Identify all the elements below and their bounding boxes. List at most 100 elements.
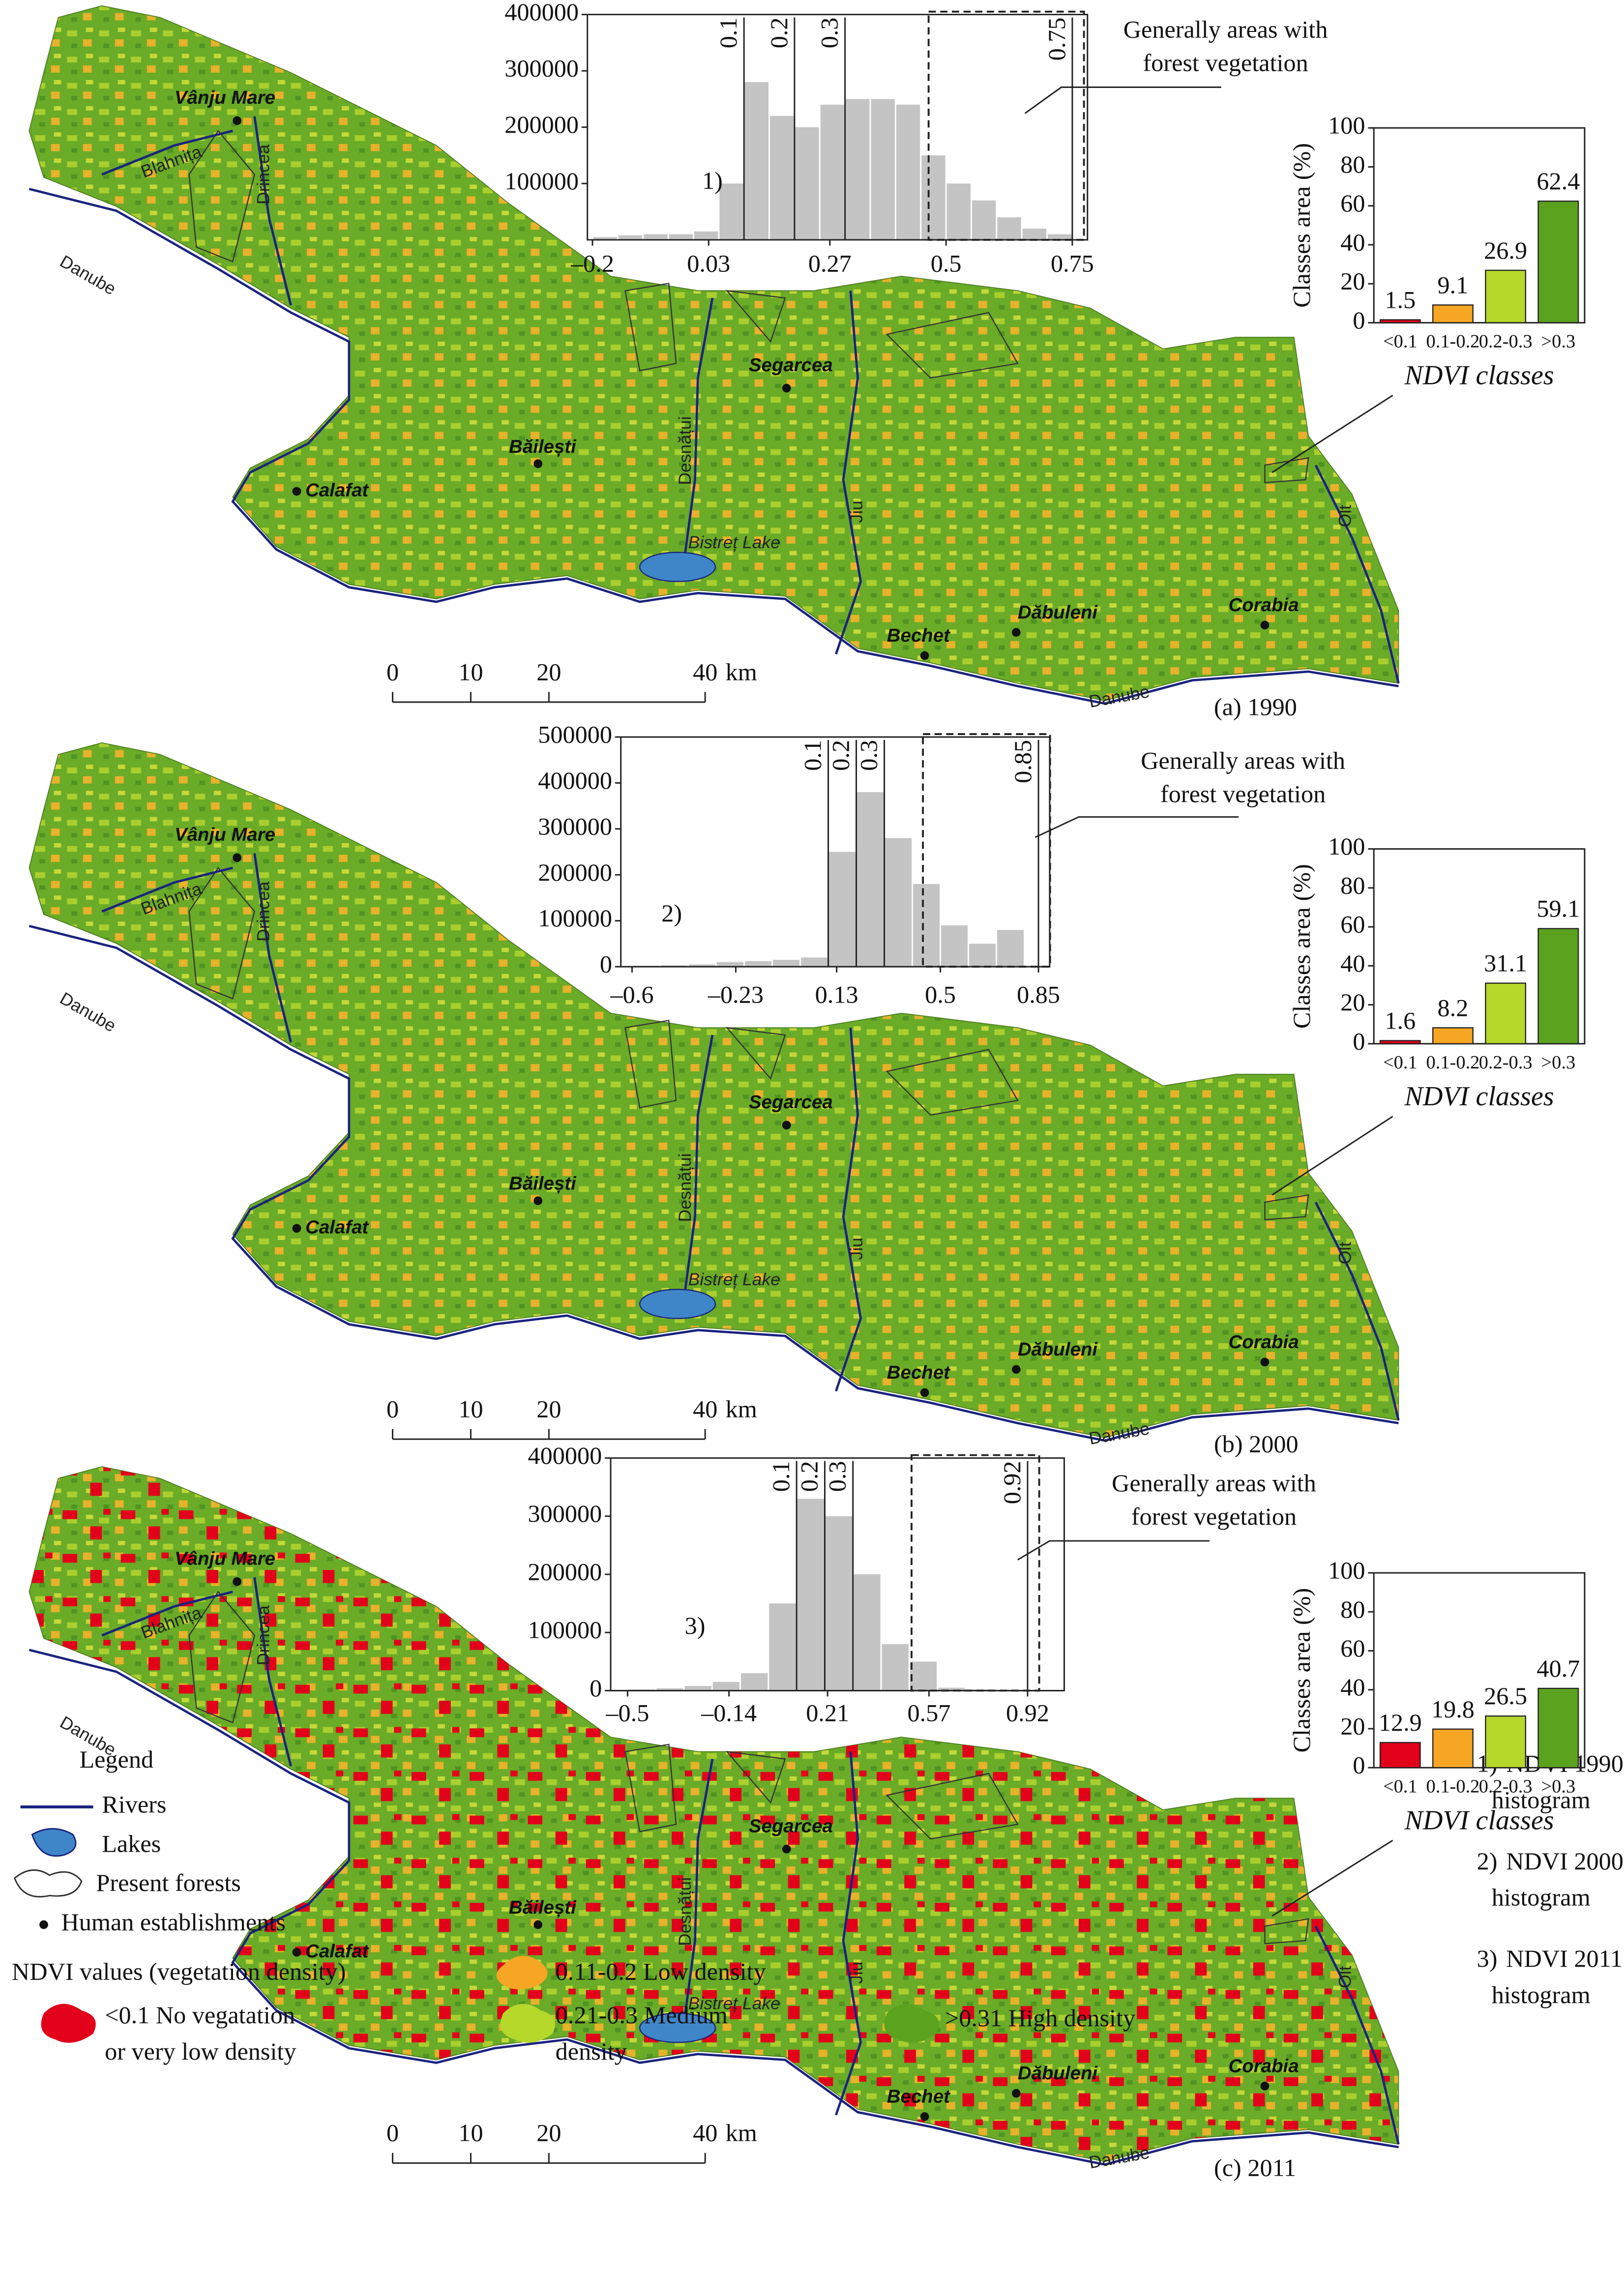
value-label: 1.6 — [1385, 1007, 1416, 1034]
place-label: Segarcea — [749, 355, 833, 376]
x-tick-label: >0.3 — [1541, 331, 1575, 352]
place-label: Bechet — [887, 2086, 951, 2107]
note: histogram — [1492, 1884, 1591, 1911]
settlement — [233, 116, 242, 125]
river-label: Jiu — [847, 1238, 866, 1260]
bar — [1379, 319, 1421, 324]
scale-label: 40 — [693, 1395, 717, 1422]
scale-unit: km — [726, 1395, 757, 1422]
lake — [639, 1289, 716, 1319]
hist-bar — [825, 1516, 853, 1691]
settlement — [533, 459, 543, 469]
bar-frame — [1373, 1572, 1586, 1769]
place-label: Calafat — [305, 1941, 369, 1962]
y-tick-label: 0 — [1353, 1027, 1365, 1055]
scale-label: 20 — [536, 658, 561, 685]
river-label: Danube — [57, 251, 119, 299]
x-tick-label: –0.2 — [570, 250, 614, 277]
y-tick-label: 300000 — [504, 55, 579, 82]
note: NDVI 2011 — [1506, 1945, 1623, 1972]
river-label: Jiu — [847, 1961, 866, 1983]
settlement — [1012, 2089, 1021, 2098]
lake — [639, 552, 716, 582]
hist-bar — [744, 82, 769, 240]
settlement — [920, 1388, 929, 1397]
axes — [587, 14, 1089, 241]
map-panel: Vânju Mare Calafat Băilești Segarcea Bechet D… — [29, 5, 1398, 720]
hist-bar — [801, 957, 828, 967]
hist-bar — [644, 234, 668, 240]
hist-bar — [820, 104, 845, 240]
place-label: Dăbuleni — [1018, 1339, 1098, 1360]
value-label: 40.7 — [1536, 1655, 1580, 1682]
legend-ndvi-item: or very low density — [105, 2038, 296, 2065]
place-label: Dăbuleni — [1018, 2063, 1098, 2084]
x-tick-label: <0.1 — [1383, 331, 1417, 352]
x-tick-label: 0.1-0.2 — [1426, 1052, 1480, 1073]
legend-ndvi-item: <0.1 No vegatation — [105, 2001, 295, 2029]
river-label: Olt — [1335, 1242, 1355, 1264]
hist-bar — [829, 852, 856, 967]
settlement — [533, 1920, 543, 1929]
place-label: Segarcea — [749, 1816, 833, 1837]
hist-bar — [593, 237, 617, 240]
bar — [1485, 982, 1527, 1044]
legend-ndvi-item: density — [556, 2038, 627, 2065]
river-label: Desnățui — [675, 416, 695, 485]
y-tick-label: 100 — [1328, 1557, 1365, 1584]
y-tick-label: 400000 — [528, 1442, 602, 1469]
place-label: Vânju Mare — [175, 1548, 275, 1569]
x-tick-label: 0.92 — [1006, 1699, 1049, 1726]
place-label: Dăbuleni — [1018, 602, 1098, 623]
marker-label: 0.3 — [855, 740, 882, 771]
settlement — [1260, 2081, 1270, 2091]
x-tick-label: 0.5 — [925, 981, 956, 1008]
y-tick-label: 0 — [600, 950, 612, 978]
bar — [1537, 1687, 1579, 1769]
bar — [1379, 1742, 1421, 1769]
legend-yellowgreen — [500, 2004, 556, 2043]
x-tick-label: –0.5 — [605, 1699, 649, 1726]
x-tick-label: 0.03 — [687, 250, 730, 277]
legend-item: Human establishments — [61, 1908, 285, 1936]
value-label: 9.1 — [1438, 271, 1469, 298]
value-label: 8.2 — [1438, 994, 1469, 1021]
bar — [1432, 1728, 1474, 1769]
settlement — [1260, 1358, 1270, 1367]
y-tick-label: 400000 — [504, 0, 579, 26]
settlement — [533, 1196, 543, 1205]
scale-label: 0 — [386, 1395, 399, 1422]
y-axis-label: Classes area (%) — [1288, 1588, 1315, 1753]
hist-bar — [946, 183, 971, 240]
bar-frame — [1373, 127, 1586, 324]
legend-item: Lakes — [102, 1830, 161, 1857]
hist-bar — [969, 944, 996, 967]
bar — [1537, 200, 1579, 324]
y-tick-label: 60 — [1340, 911, 1365, 938]
note: NDVI 2000 — [1506, 1847, 1624, 1875]
hist-bar — [938, 1687, 965, 1691]
axes — [620, 736, 1051, 968]
bar — [1485, 269, 1527, 324]
x-tick-label: 0.85 — [1017, 981, 1060, 1008]
forest-box — [927, 10, 1085, 241]
legend-ndvi-title: NDVI values (vegetation density) — [12, 1958, 346, 1985]
scale-label: 10 — [458, 658, 483, 685]
hist-bar — [941, 925, 968, 967]
hist-bar — [795, 127, 819, 240]
pointer-line — [1271, 1116, 1393, 1196]
y-tick-label: 60 — [1340, 1634, 1365, 1662]
place-label: Calafat — [305, 479, 369, 501]
annotation: Generally areas with — [1123, 16, 1328, 43]
settlement — [1012, 628, 1021, 637]
x-tick-label: <0.1 — [1383, 1776, 1417, 1797]
legend-ndvi-item: 0.21-0.3 Medium — [556, 2001, 728, 2029]
annotation: forest vegetation — [1131, 1503, 1297, 1530]
settlement — [233, 853, 242, 862]
x-tick-label: 0.13 — [815, 981, 858, 1008]
panel-caption: (c) 2011 — [1214, 2154, 1296, 2182]
scale-label: 40 — [693, 658, 717, 685]
y-tick-label: 0 — [1353, 306, 1365, 334]
place-label: Corabia — [1229, 1331, 1299, 1353]
annotation: Generally areas with — [1141, 747, 1345, 774]
